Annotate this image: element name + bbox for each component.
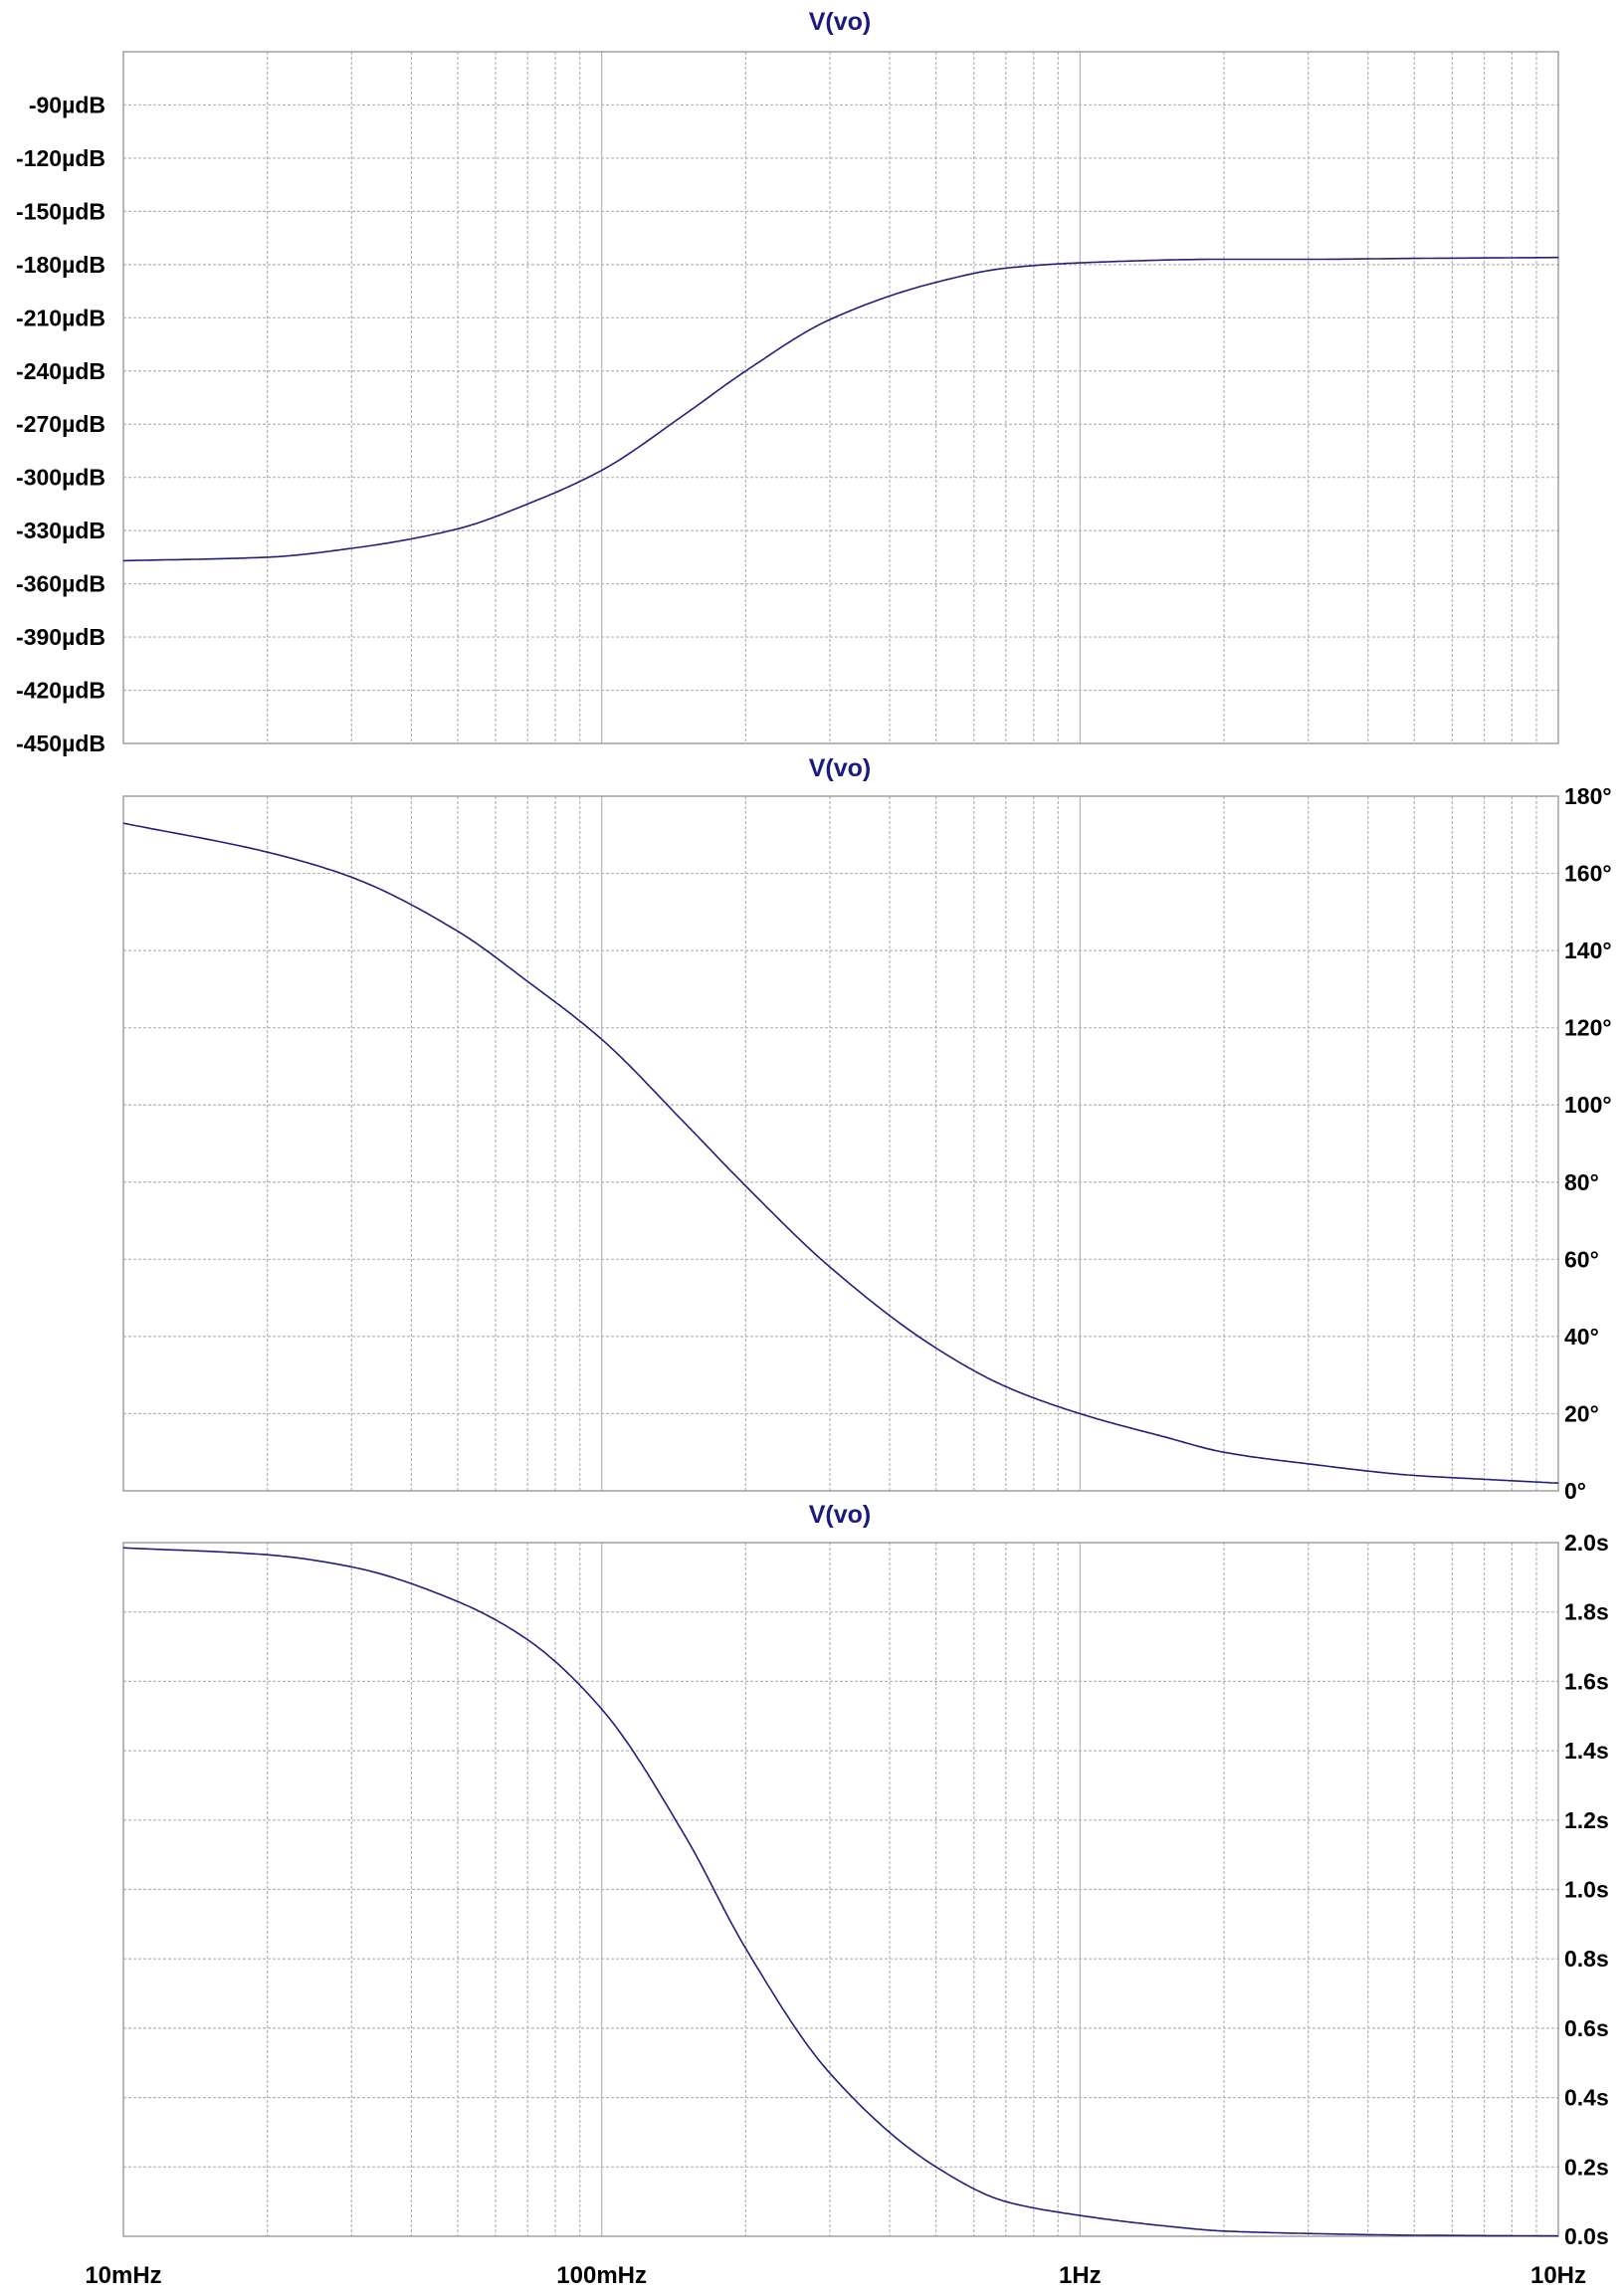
magnitude-trace [122, 256, 1558, 562]
y-tick-label: 0.6s [1564, 2015, 1609, 2041]
y-tick-label: 20° [1564, 1400, 1599, 1426]
y-tick-label: 1.6s [1564, 1668, 1609, 1694]
y-tick-label: -390µdB [16, 624, 105, 650]
x-tick-label: 1Hz [1059, 2262, 1102, 2289]
y-tick-label: -300µdB [16, 465, 105, 491]
y-tick-label: -360µdB [16, 571, 105, 597]
y-tick-label: 0.4s [1564, 2085, 1609, 2111]
panel-title: V(vo) [809, 1501, 872, 1529]
x-tick-label: 10Hz [1530, 2262, 1586, 2289]
y-tick-label: 0.2s [1564, 2154, 1609, 2180]
magnitude-panel: -90µdB -120µdB -150µdB -180µdB -210µdB -240µd… [16, 8, 1559, 756]
y-tick-label: 160° [1564, 861, 1612, 887]
y-tick-label: 40° [1564, 1324, 1599, 1350]
panel-title: V(vo) [809, 8, 872, 36]
x-tick-label: 100mHz [556, 2262, 647, 2289]
y-tick-label: 60° [1564, 1246, 1599, 1272]
y-tick-label: -330µdB [16, 518, 105, 543]
group-delay-trace [122, 1547, 1559, 2237]
y-tick-label: -420µdB [16, 678, 105, 704]
y-tick-label: 100° [1564, 1092, 1612, 1118]
y-tick-label: -150µdB [16, 198, 105, 224]
y-tick-label: 140° [1564, 938, 1612, 963]
y-tick-label: -240µdB [16, 358, 105, 384]
y-tick-label: -90µdB [29, 92, 105, 117]
y-tick-label: 0° [1564, 1478, 1586, 1504]
y-tick-label: 80° [1564, 1169, 1599, 1195]
y-tick-label: 0.8s [1564, 1946, 1609, 1972]
y-tick-label: 1.2s [1564, 1807, 1609, 1833]
y-tick-label: 1.8s [1564, 1599, 1609, 1625]
y-tick-label: -450µdB [16, 731, 105, 756]
y-tick-label: 120° [1564, 1015, 1612, 1041]
plot-frame [122, 795, 1559, 1492]
y-tick-label: 180° [1564, 783, 1612, 809]
y-tick-label: -120µdB [16, 145, 105, 171]
y-tick-label: -180µdB [16, 252, 105, 278]
y-tick-label: 1.4s [1564, 1738, 1609, 1764]
y-tick-label: -210µdB [16, 305, 105, 330]
y-tick-label: -270µdB [16, 411, 105, 437]
plot-frame [122, 1542, 1559, 2237]
phase-trace [122, 822, 1559, 1484]
y-tick-label: 2.0s [1564, 1530, 1609, 1556]
y-tick-label: 0.0s [1564, 2223, 1609, 2249]
y-tick-label: 1.0s [1564, 1877, 1609, 1903]
plot-frame [122, 51, 1559, 744]
group-delay-panel: 2.0s 1.8s 1.6s 1.4s 1.2s 1.0s 0.8s 0.6s 0.4s 0.2s… [85, 1501, 1608, 2289]
phase-panel: 180° 160° 140° 120° 100° 80° 60° 40° 20° 0° V(vo) [122, 754, 1612, 1504]
x-tick-label: 10mHz [85, 2262, 161, 2289]
panel-title: V(vo) [809, 754, 872, 782]
